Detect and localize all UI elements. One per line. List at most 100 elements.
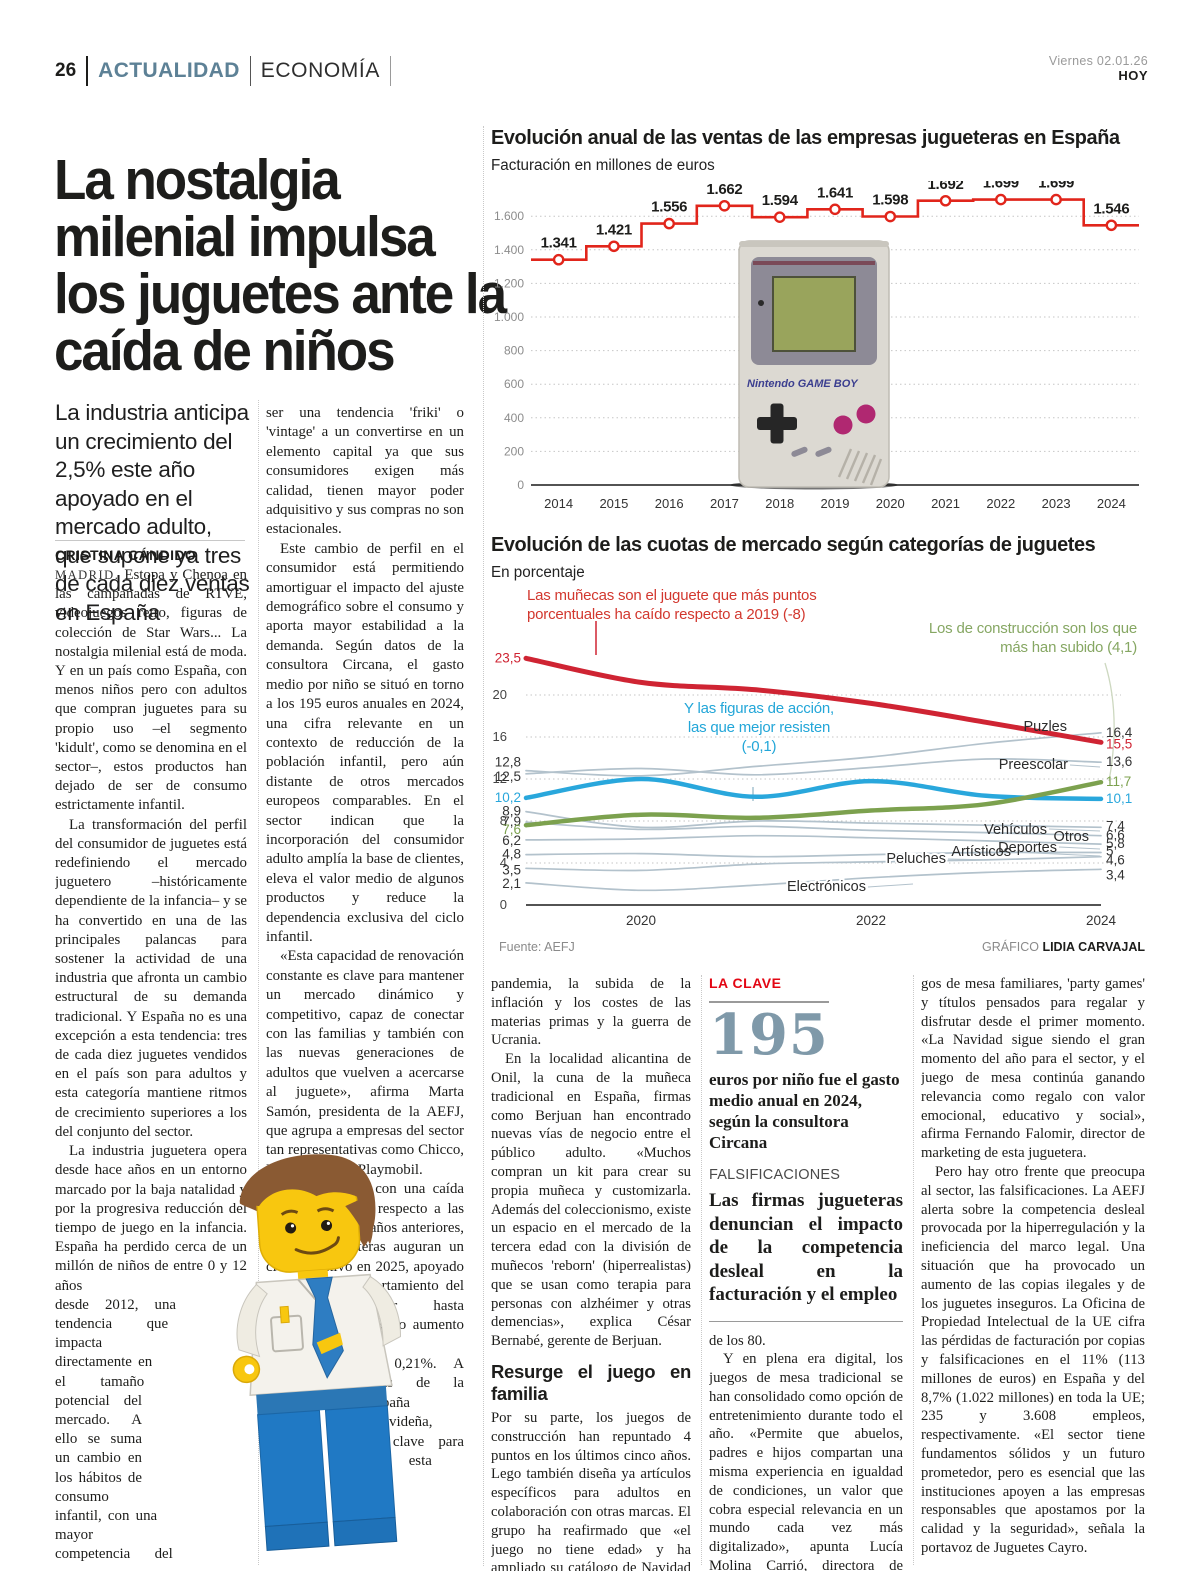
svg-text:2014: 2014 [544, 496, 573, 511]
paragraph: En la localidad alicantina de Onil, la c… [491, 1051, 691, 1350]
svg-text:2021: 2021 [931, 496, 960, 511]
svg-text:4,8: 4,8 [502, 847, 521, 862]
svg-text:6,2: 6,2 [502, 833, 521, 848]
svg-text:1.641: 1.641 [817, 184, 853, 201]
svg-text:8: 8 [500, 813, 507, 828]
paragraph: de los 80. [709, 1332, 766, 1349]
rule [55, 540, 245, 541]
chart-subtitle: En porcentaje [491, 564, 585, 581]
paragraph: Pero hay otro frente que preocupa al sec… [921, 1163, 1145, 1556]
svg-text:1.699: 1.699 [983, 181, 1019, 192]
svg-text:5: 5 [1106, 844, 1114, 859]
masthead: HOY [1118, 68, 1148, 83]
svg-text:1.400: 1.400 [494, 243, 524, 257]
paragraph: desde 2012, una tendencia que impacta di… [55, 1296, 177, 1566]
annotation-construction: Los de construcción son los que más han … [928, 620, 1137, 656]
svg-text:2023: 2023 [1042, 496, 1071, 511]
keybox-figure: 195 [709, 1002, 829, 1068]
svg-text:1.556: 1.556 [651, 199, 687, 216]
paragraph: gos de mesa familiares, 'party games' y … [921, 976, 1145, 1162]
svg-text:4,6: 4,6 [1106, 853, 1125, 868]
svg-text:7,4: 7,4 [1106, 818, 1125, 833]
svg-text:15,5: 15,5 [1106, 736, 1132, 751]
svg-text:800: 800 [504, 344, 524, 358]
svg-text:11,7: 11,7 [1106, 774, 1131, 789]
article-column-1: MADRID. Estopa y Chenoa en las campanada… [55, 566, 247, 1566]
svg-text:Nintendo GAME BOY: Nintendo GAME BOY [747, 378, 859, 390]
svg-text:12,5: 12,5 [495, 769, 521, 784]
svg-text:Artísticos: Artísticos [951, 844, 1011, 860]
svg-text:4: 4 [500, 855, 507, 870]
svg-text:3,4: 3,4 [1106, 867, 1125, 882]
svg-text:2,1: 2,1 [502, 876, 521, 891]
key-fact-box: LA CLAVE 195 euros por niño fue el gasto… [709, 975, 903, 1322]
paragraph: Este cambio de perfil en el consumidor e… [266, 540, 464, 945]
divider [86, 56, 89, 86]
keybox-kicker: FALSIFICACIONES [709, 1167, 841, 1183]
edition-date: Viernes 02.01.26 [1048, 54, 1148, 68]
svg-text:12: 12 [493, 771, 507, 786]
svg-text:10,1: 10,1 [1106, 791, 1132, 806]
svg-text:1.692: 1.692 [928, 181, 964, 193]
svg-text:0: 0 [517, 478, 524, 492]
svg-text:2017: 2017 [710, 496, 739, 511]
column-separator [483, 126, 484, 1566]
divider [389, 56, 391, 86]
svg-text:13,6: 13,6 [1106, 754, 1132, 769]
svg-text:1.341: 1.341 [541, 235, 577, 252]
sales-chart: Evolución anual de las ventas de las emp… [491, 126, 1147, 530]
svg-text:2016: 2016 [655, 496, 684, 511]
svg-text:2022: 2022 [986, 496, 1015, 511]
svg-text:1.200: 1.200 [494, 276, 524, 290]
chart-source: Fuente: AEFJ [499, 940, 575, 954]
chart-title: Evolución anual de las ventas de las emp… [491, 126, 1120, 149]
svg-text:2024: 2024 [1097, 496, 1126, 511]
annotation-dolls: Las muñecas son el juguete que más punto… [527, 587, 817, 623]
byline: CRISTINA CÁNDIDO [55, 547, 197, 563]
svg-text:1.699: 1.699 [1038, 181, 1074, 192]
article-column-4: LA CLAVE 195 euros por niño fue el gasto… [709, 975, 903, 1571]
keybox-subhead: Las firmas jugueteras denuncian el impac… [709, 1190, 903, 1305]
rule [709, 1001, 829, 1003]
standfirst: La industria anticipa un crecimiento del… [55, 400, 250, 625]
svg-text:Peluches: Peluches [886, 851, 946, 867]
headline: La nostalgia milenial impulsa los juguet… [54, 148, 507, 384]
lego-minifigure-image [232, 1154, 401, 1551]
section-label: ACTUALIDAD [98, 59, 240, 82]
svg-text:2019: 2019 [821, 496, 850, 511]
divider [249, 56, 251, 86]
paragraph: La industria juguetera opera desde hace … [55, 1143, 247, 1294]
svg-text:200: 200 [504, 444, 524, 458]
svg-text:2020: 2020 [876, 496, 905, 511]
svg-text:8,9: 8,9 [502, 804, 521, 819]
article-column-5: gos de mesa familiares, 'party games' y … [921, 975, 1145, 1571]
svg-text:12,8: 12,8 [495, 755, 521, 770]
svg-text:20: 20 [493, 687, 507, 702]
svg-text:23,5: 23,5 [495, 650, 521, 665]
chart-credit: GRÁFICO LIDIA CARVAJAL [982, 940, 1145, 954]
svg-text:10,2: 10,2 [495, 790, 521, 805]
svg-text:400: 400 [504, 411, 524, 425]
page-header: 26 ACTUALIDAD ECONOMÍA Viernes 02.01.26 … [55, 54, 1148, 96]
market-share-chart: Evolución de las cuotas de mercado según… [491, 533, 1147, 975]
svg-text:Preescolar: Preescolar [999, 757, 1068, 773]
keybox-caption: euros por niño fue el gasto medio anual … [709, 1070, 900, 1152]
svg-text:1.421: 1.421 [596, 221, 632, 238]
svg-text:2022: 2022 [856, 913, 886, 928]
keybox-label: LA CLAVE [709, 975, 782, 991]
crosshead: Resurge el juego en familia [491, 1360, 691, 1404]
game-boy-image: Nintendo GAME BOY [730, 240, 898, 490]
svg-text:6,6: 6,6 [1106, 828, 1125, 843]
column-separator [913, 975, 914, 1565]
svg-text:600: 600 [504, 377, 524, 391]
svg-text:2024: 2024 [1086, 913, 1117, 928]
svg-text:1.598: 1.598 [872, 192, 908, 209]
paragraph: Y en plena era digital, los juegos de me… [709, 1351, 903, 1571]
subsection-label: ECONOMÍA [260, 59, 380, 82]
annotation-action-figures: Y las figuras de acción, las que mejor r… [683, 700, 834, 755]
paragraph: pandemia, la subida de la inflación y lo… [491, 976, 691, 1049]
svg-text:2015: 2015 [599, 496, 628, 511]
svg-text:7,9: 7,9 [502, 814, 521, 829]
dateline: MADRID. [55, 568, 120, 582]
